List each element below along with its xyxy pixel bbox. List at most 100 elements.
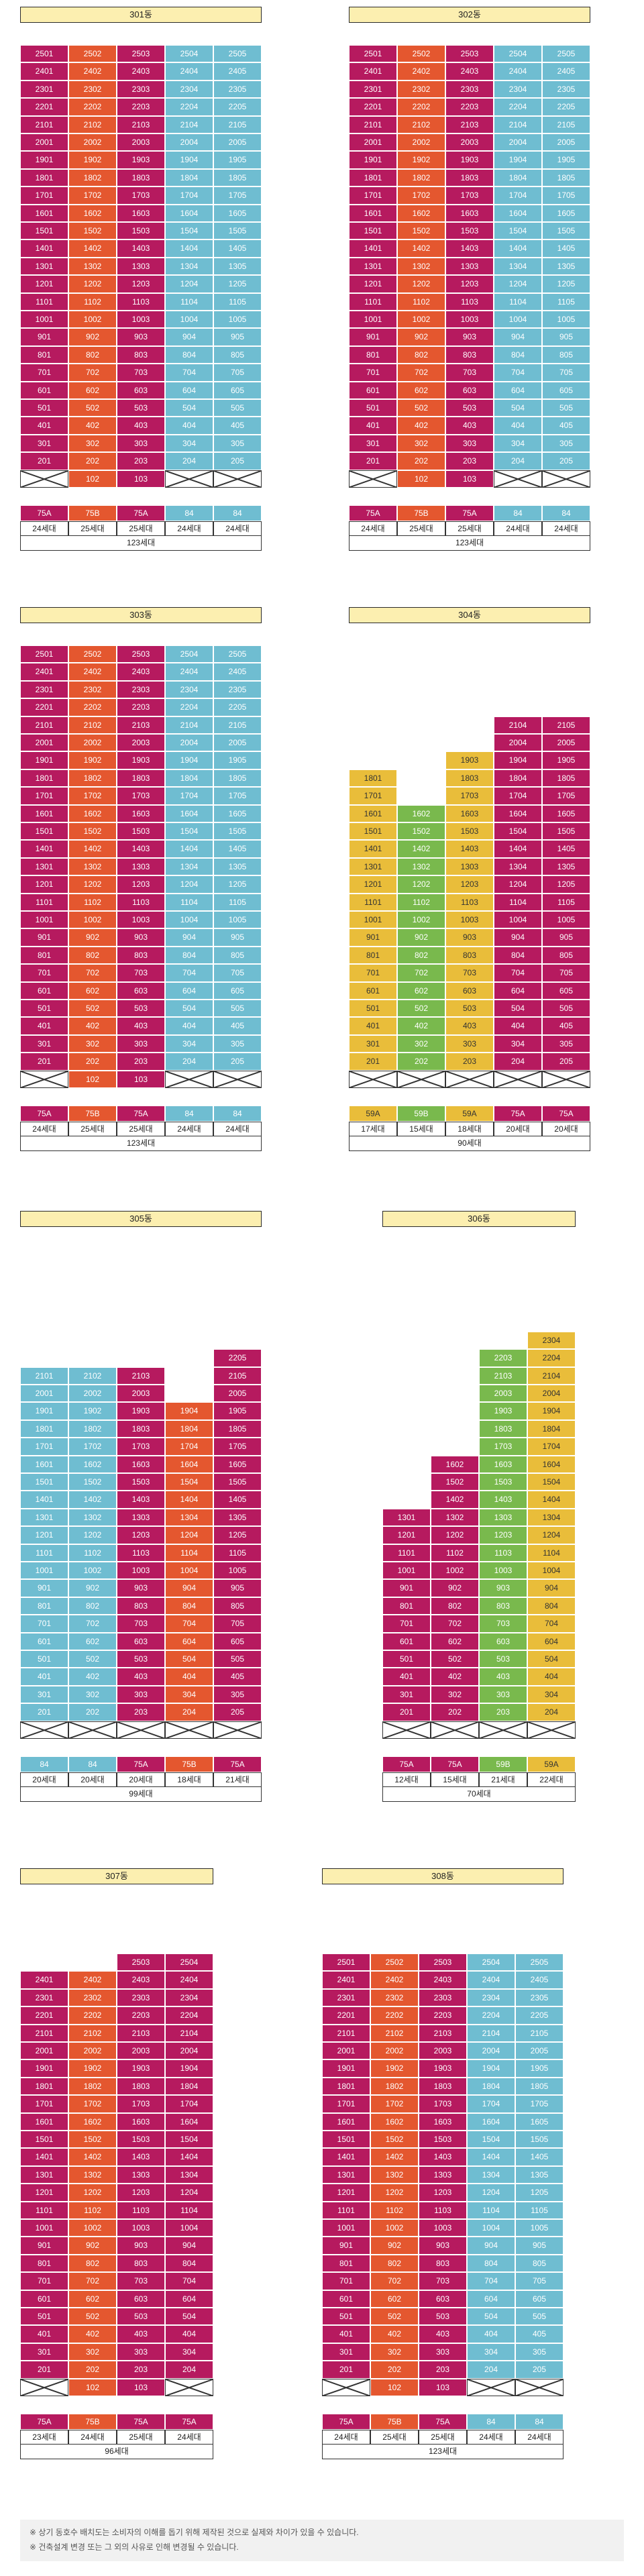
unit-type-label: 84: [213, 505, 262, 521]
unit-cell: 403: [445, 1017, 494, 1035]
unit-cell: 1805: [213, 1419, 262, 1438]
unit-cell: 401: [20, 1017, 68, 1035]
unit-cell: 1203: [445, 875, 494, 894]
unit-cell: 204: [494, 452, 542, 470]
unit-cell: 2505: [213, 645, 262, 663]
unit-type-label: 75A: [382, 1756, 431, 1772]
unit-cell: 1005: [542, 311, 590, 329]
unit-cell: 1502: [68, 1473, 117, 1491]
unit-cell: 501: [322, 2308, 370, 2326]
unit-cell: 1101: [349, 292, 397, 311]
unit-cell: 1404: [467, 2148, 515, 2166]
unit-cell: 1602: [68, 204, 117, 222]
unit-cell: 505: [515, 2308, 564, 2326]
unit-cell: 1702: [397, 186, 445, 205]
unit-cell: 1403: [445, 840, 494, 858]
unit-cell: 803: [117, 946, 165, 965]
unit-cell: 1702: [68, 1438, 117, 1456]
unit-cell: 1701: [20, 186, 68, 205]
unit-cell: 504: [494, 399, 542, 417]
unit-cell: 904: [494, 328, 542, 346]
unit-type-label: 75A: [117, 1106, 165, 1122]
piloti-cell: [213, 1721, 262, 1739]
unit-cell: 1903: [117, 151, 165, 169]
unit-cell: 801: [20, 2254, 68, 2273]
unit-cell: 405: [515, 2325, 564, 2343]
piloti-cell: [467, 2378, 515, 2396]
unit-cell: 902: [68, 328, 117, 346]
unit-cell: 502: [68, 1650, 117, 1668]
unit-cell: 804: [165, 1597, 213, 1615]
unit-cell: 1004: [165, 2219, 213, 2237]
unit-cell: 403: [445, 417, 494, 435]
piloti-cell: [117, 1721, 165, 1739]
unit-cell: 2301: [20, 80, 68, 99]
building-name: 303동: [20, 607, 262, 623]
unit-cell: 1801: [349, 168, 397, 187]
unit-cell: 1504: [165, 222, 213, 240]
unit-cell: 2401: [349, 62, 397, 80]
unit-cell: 2001: [20, 1385, 68, 1403]
piloti-x-icon: [446, 1071, 493, 1087]
unit-cell: 1203: [117, 2184, 165, 2202]
unit-cell: 1504: [165, 2131, 213, 2149]
total-units-label: 123세대: [20, 536, 262, 551]
unit-cell: 1002: [397, 311, 445, 329]
piloti-x-icon: [543, 471, 590, 487]
unit-cell: 1103: [479, 1544, 527, 1562]
unit-cell: 1902: [68, 751, 117, 769]
unit-cell: 601: [20, 981, 68, 1000]
unit-cell: 1704: [165, 1438, 213, 1456]
unit-cell: 1301: [20, 257, 68, 276]
unit-cell: 1502: [68, 2131, 117, 2149]
unit-cell: 1304: [494, 857, 542, 876]
unit-cell: 1804: [165, 2077, 213, 2096]
unit-cell: 1104: [494, 292, 542, 311]
unit-cell: 903: [445, 928, 494, 947]
unit-cell: 304: [527, 1685, 576, 1704]
unit-cell: 1305: [213, 1508, 262, 1527]
unit-cell: 1604: [165, 2112, 213, 2131]
unit-cell: 2005: [213, 734, 262, 752]
unit-cell: 1604: [527, 1455, 576, 1473]
unit-cell: 1204: [165, 875, 213, 894]
unit-cell: 1405: [542, 239, 590, 258]
unit-cell: 1404: [165, 239, 213, 258]
unit-cell: 1602: [397, 804, 445, 822]
unit-cell: 1704: [467, 2095, 515, 2113]
unit-cell: 703: [479, 1615, 527, 1633]
unit-cell: 1402: [68, 239, 117, 258]
unit-cell: 803: [445, 345, 494, 364]
unit-cell: 203: [445, 452, 494, 470]
unit-cell: 504: [165, 399, 213, 417]
unit-cell: 1301: [20, 2165, 68, 2184]
unit-cell: 501: [20, 1650, 68, 1668]
unit-cell: 1005: [213, 911, 262, 929]
unit-cell: 2403: [117, 663, 165, 681]
unit-cell: 1602: [68, 2112, 117, 2131]
unit-cell: 203: [419, 2361, 467, 2379]
unit-cell: 1702: [68, 2095, 117, 2113]
unit-cell: 802: [68, 1597, 117, 1615]
unit-cell: 1303: [479, 1508, 527, 1527]
unit-cell: 1501: [349, 822, 397, 841]
unit-cell: 702: [68, 1615, 117, 1633]
unit-cell: 1803: [117, 168, 165, 187]
unit-cell: 603: [117, 1632, 165, 1650]
unit-cell: 703: [445, 364, 494, 382]
unit-cell: 904: [467, 2237, 515, 2255]
unit-cell: 1503: [117, 1473, 165, 1491]
unit-cell: 2104: [165, 115, 213, 133]
unit-cell: 1203: [479, 1526, 527, 1544]
unit-cell: 1903: [117, 2059, 165, 2078]
unit-count-label: 25세대: [419, 2430, 467, 2445]
unit-cell: 2503: [445, 45, 494, 63]
unit-cell: 804: [165, 345, 213, 364]
unit-cell: 1603: [117, 204, 165, 222]
unit-cell: 204: [165, 1703, 213, 1721]
unit-cell: 904: [165, 328, 213, 346]
unit-cell: 1202: [370, 2184, 419, 2202]
unit-cell: 901: [322, 2237, 370, 2255]
unit-cell: 2302: [68, 80, 117, 99]
unit-cell: 205: [542, 452, 590, 470]
